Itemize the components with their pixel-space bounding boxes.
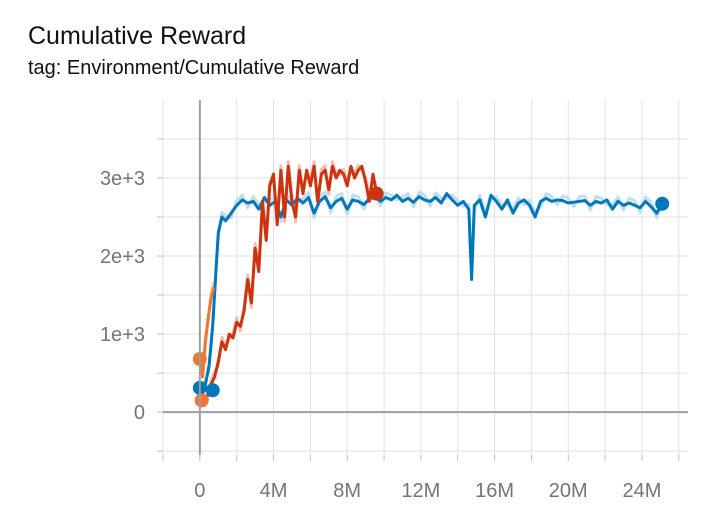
x-tick-label: 12M — [401, 480, 440, 502]
grid — [162, 100, 688, 455]
series-marker-blue — [655, 196, 670, 211]
series-marker-red — [369, 186, 384, 201]
y-tick-label: 3e+3 — [100, 168, 145, 190]
smoothed-series-layer — [198, 164, 664, 398]
y-tick-label: 0 — [134, 402, 145, 424]
chart-subtitle: tag: Environment/Cumulative Reward — [28, 57, 360, 79]
series-marker-blue — [205, 383, 220, 398]
x-tick-label: 0 — [194, 480, 205, 502]
series-line-orange — [198, 286, 216, 379]
y-tick-label: 1e+3 — [100, 324, 145, 346]
series-marker-orange — [194, 393, 209, 408]
axes: 0 1e+3 2e+3 3e+3 0 4M 8M 12M 16M 20M 24M — [100, 100, 688, 502]
y-tick-label: 2e+3 — [100, 246, 145, 268]
x-tick-label: 8M — [333, 480, 361, 502]
chart-title: Cumulative Reward — [28, 22, 247, 50]
x-tick-label: 16M — [475, 480, 514, 502]
series-line-red — [205, 164, 379, 397]
x-tick-label: 24M — [622, 480, 661, 502]
x-tick-label: 20M — [549, 480, 588, 502]
x-tick-label: 4M — [260, 480, 288, 502]
